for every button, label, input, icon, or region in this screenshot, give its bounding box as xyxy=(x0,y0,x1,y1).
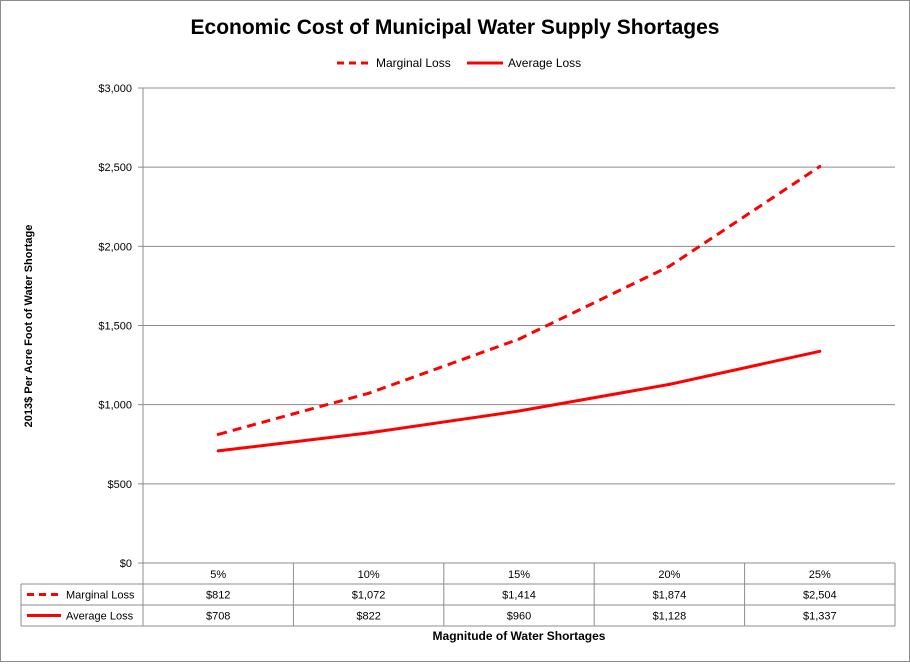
data-table: 5% 10% 15% 20% 25% Marginal Loss $812 $1,072 $1,… xyxy=(20,562,896,627)
y-tick-label: $2,500 xyxy=(98,162,132,174)
data-point xyxy=(216,449,220,453)
data-point xyxy=(818,165,822,169)
x-tick-label: 20% xyxy=(658,569,680,581)
x-tick-label: 25% xyxy=(809,569,831,581)
data-point xyxy=(818,349,822,353)
y-tick-label: $3,000 xyxy=(98,83,132,95)
y-tick-label: $0 xyxy=(120,558,132,570)
data-point xyxy=(667,382,671,386)
legend-average-loss-label: Average Loss xyxy=(508,56,581,70)
data-label: $1,414 xyxy=(502,590,536,602)
series-line-average-loss xyxy=(218,349,821,453)
table-row-label: Average Loss xyxy=(66,611,134,623)
data-label: $960 xyxy=(507,611,531,623)
y-axis-ticks: $0 $500 $1,000 $1,500 $2,000 $2,500 $3,000 xyxy=(98,83,143,570)
series-lines xyxy=(216,165,822,453)
data-point xyxy=(367,431,371,435)
data-label: $2,504 xyxy=(803,590,837,602)
data-point xyxy=(216,432,220,436)
y-tick-label: $2,000 xyxy=(98,241,132,253)
data-point xyxy=(517,337,521,341)
data-label: $708 xyxy=(206,611,230,623)
legend: Marginal Loss Average Loss xyxy=(337,56,581,70)
data-label: $812 xyxy=(206,590,230,602)
data-label: $1,874 xyxy=(653,590,687,602)
y-tick-label: $1,500 xyxy=(98,321,132,333)
y-tick-label: $1,000 xyxy=(98,400,132,412)
y-axis-label: 2013$ Per Acre Foot of Water Shortage xyxy=(23,225,35,428)
data-point xyxy=(667,264,671,268)
data-point xyxy=(517,409,521,413)
y-tick-label: $500 xyxy=(108,479,132,491)
table-row-label: Marginal Loss xyxy=(66,590,135,602)
x-tick-label: 10% xyxy=(358,569,380,581)
series-line-marginal-loss xyxy=(217,165,821,436)
data-label: $1,128 xyxy=(653,611,687,623)
data-point xyxy=(367,391,371,395)
gridlines xyxy=(142,87,895,563)
x-axis-label: Magnitude of Water Shortages xyxy=(433,629,606,643)
data-label: $822 xyxy=(356,611,380,623)
data-label: $1,072 xyxy=(352,590,386,602)
chart-title: Economic Cost of Municipal Water Supply … xyxy=(191,16,720,39)
data-label: $1,337 xyxy=(803,611,837,623)
x-tick-label: 5% xyxy=(210,569,226,581)
legend-marginal-loss-label: Marginal Loss xyxy=(376,56,451,70)
x-tick-label: 15% xyxy=(508,569,530,581)
